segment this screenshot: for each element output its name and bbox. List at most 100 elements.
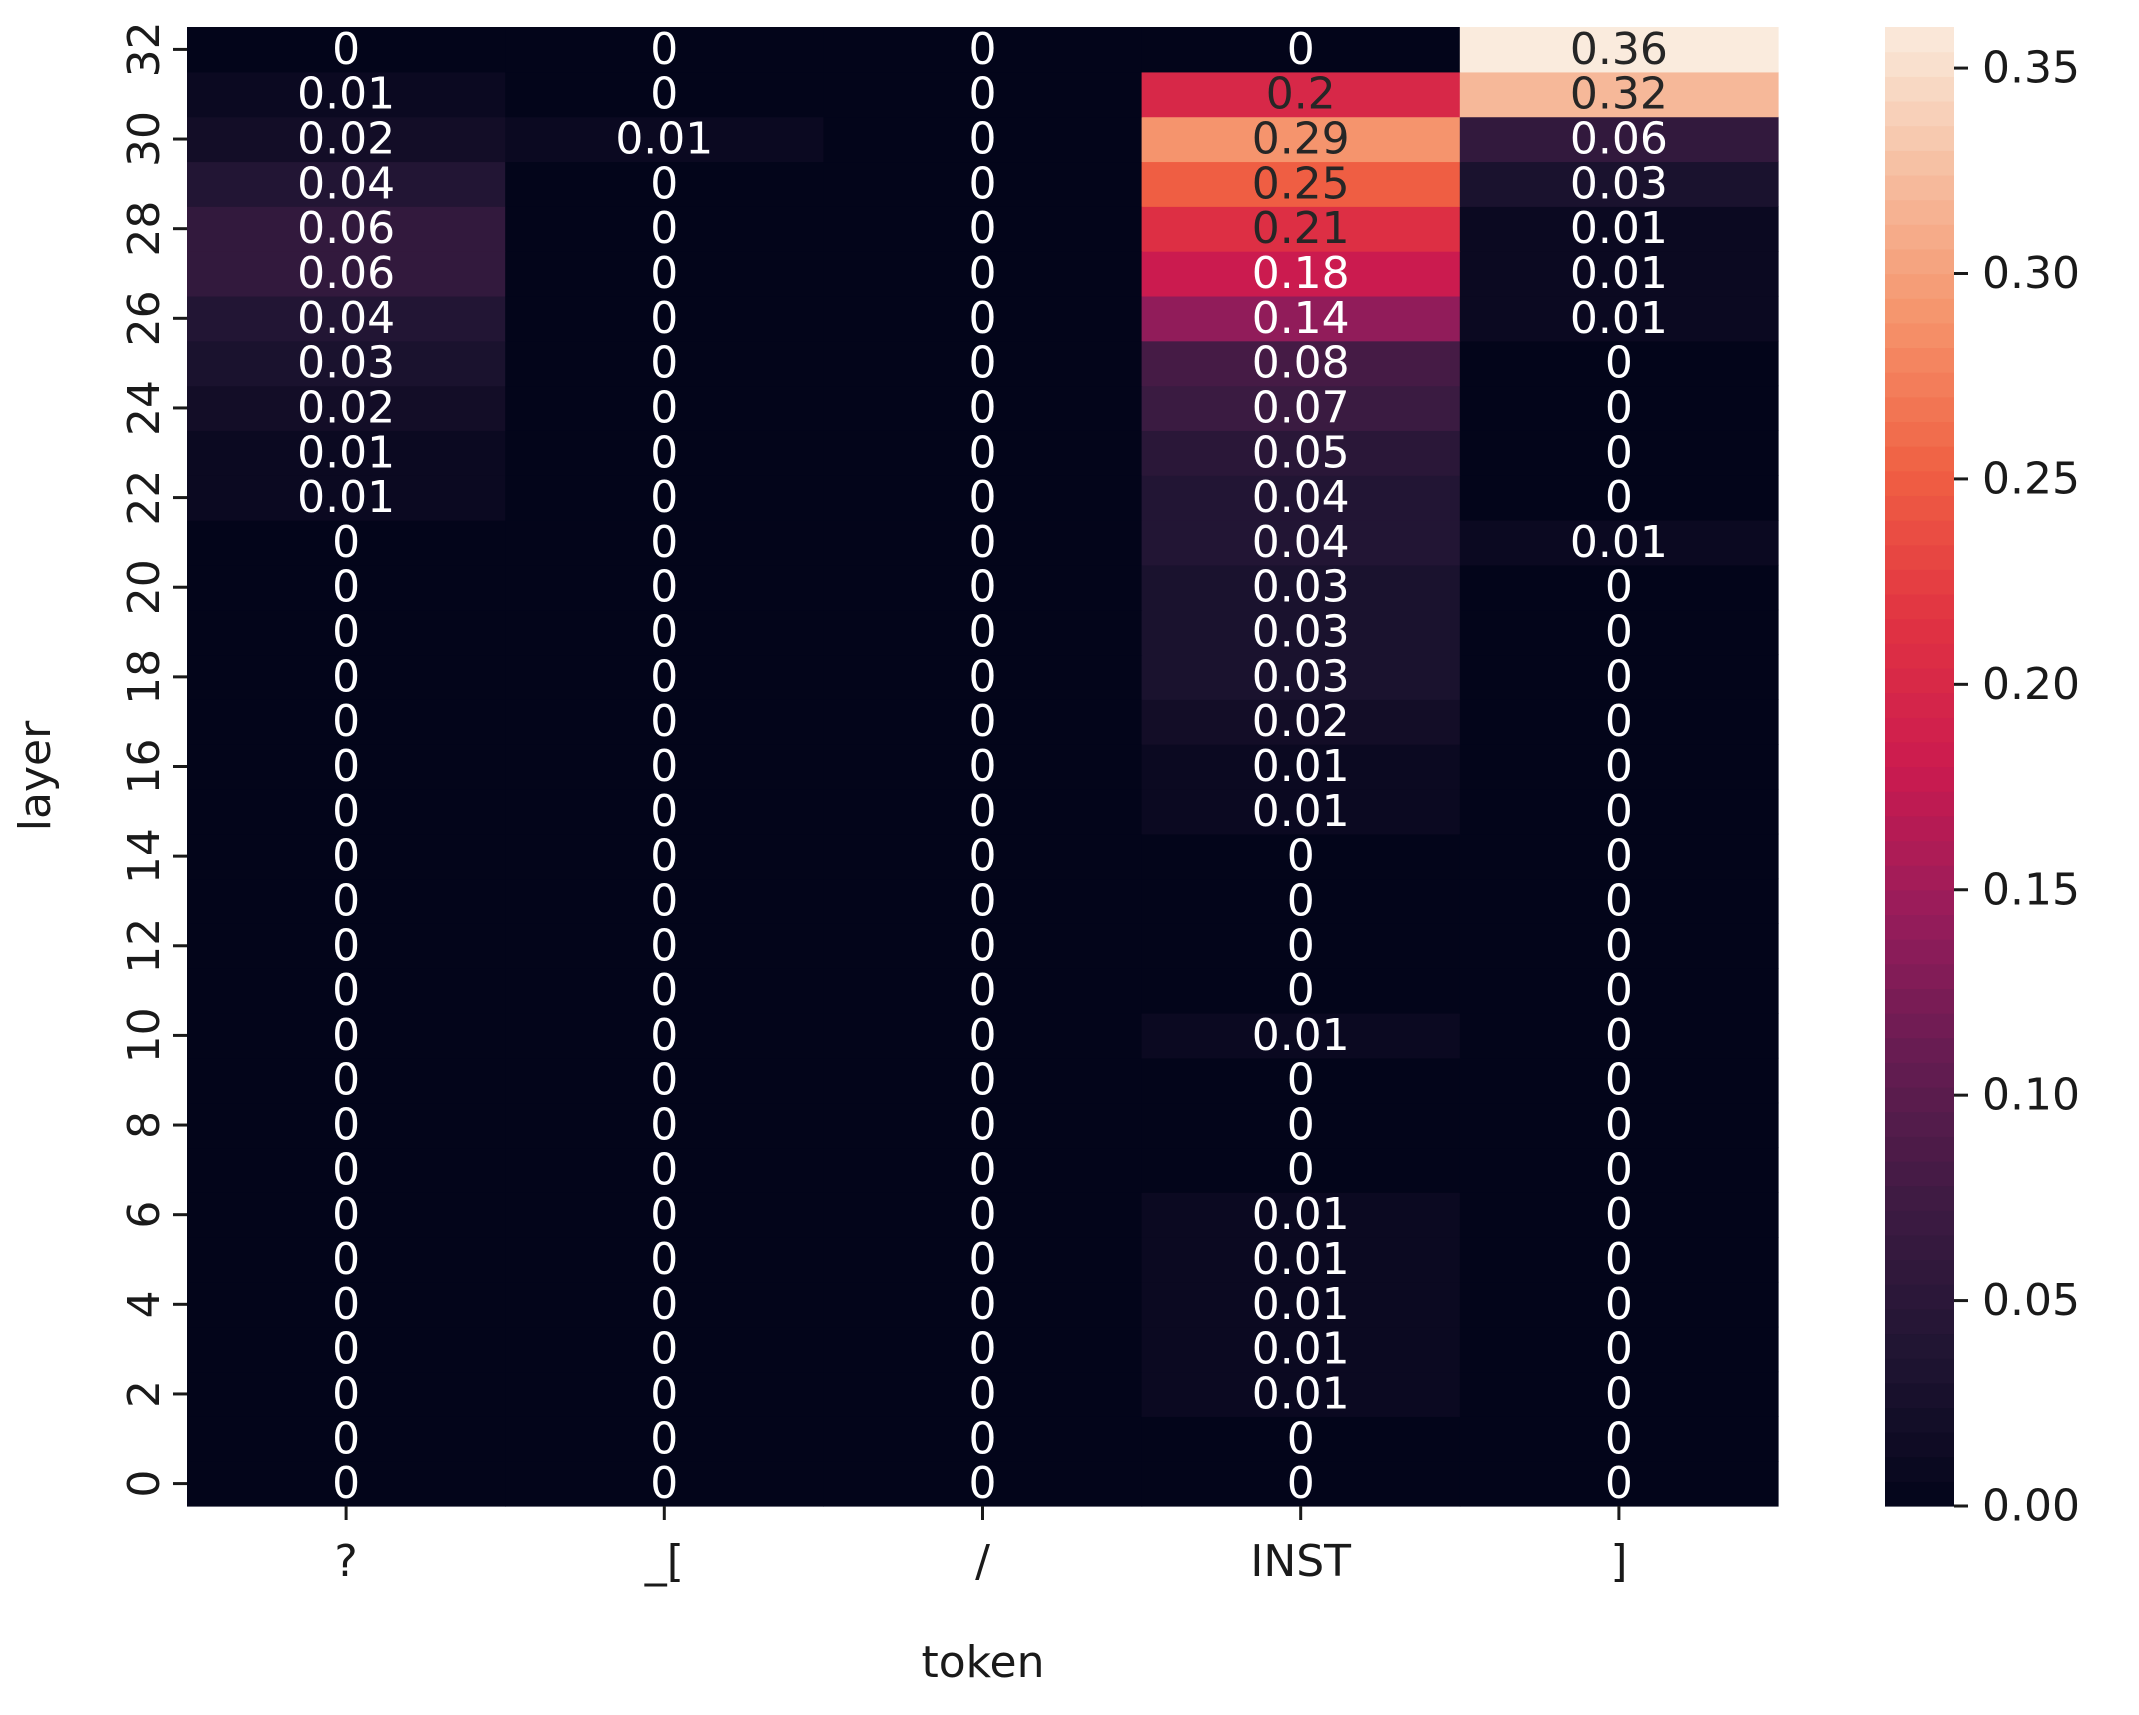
- heatmap-cell: [1459, 251, 1779, 297]
- cell-value-label: 0: [1287, 24, 1315, 75]
- cell-value-label: 0: [969, 607, 997, 658]
- heatmap-cell: [187, 968, 506, 1014]
- cell-value-label: 0: [332, 920, 360, 971]
- cell-value-label: 0: [650, 875, 678, 926]
- heatmap-cell: [1141, 1461, 1461, 1507]
- colorbar-band: [1885, 667, 1954, 694]
- heatmap-cell: [505, 1192, 824, 1238]
- heatmap-cell: [505, 1461, 824, 1507]
- cell-value-label: 0: [1287, 1144, 1315, 1195]
- heatmap-cell: [1459, 744, 1779, 790]
- cell-value-label: 0.03: [1570, 158, 1668, 209]
- heatmap-cell: [187, 161, 506, 207]
- cell-value-label: 0: [650, 1055, 678, 1106]
- cell-value-label: 0: [1287, 1413, 1315, 1464]
- cell-value-label: 0.04: [297, 158, 395, 209]
- heatmap-cell: [505, 788, 824, 835]
- cell-value-label: 0.08: [1252, 338, 1350, 389]
- cell-value-label: 0: [1287, 831, 1315, 882]
- cell-value-label: 0: [1605, 607, 1633, 658]
- cell-value-label: 0: [1605, 1413, 1633, 1464]
- cell-value-label: 0: [1605, 427, 1633, 478]
- cell-value-label: 0: [650, 427, 678, 478]
- heatmap-cell: [1141, 654, 1461, 700]
- cell-value-label: 0.01: [297, 69, 395, 120]
- cell-value-label: 0: [1605, 1055, 1633, 1106]
- heatmap-cell: [823, 475, 1143, 521]
- cell-value-label: 0: [969, 920, 997, 971]
- colorbar-band: [1885, 643, 1954, 669]
- x-tick-label: ?: [334, 1536, 357, 1587]
- cell-value-label: 0: [332, 786, 360, 837]
- heatmap-cell: [187, 340, 506, 387]
- colorbar-band: [1885, 322, 1954, 349]
- cell-value-label: 0: [650, 741, 678, 792]
- cell-value-label: 0: [650, 786, 678, 837]
- cell-value-label: 0.01: [1570, 248, 1668, 299]
- heatmap-cell: [505, 878, 824, 924]
- heatmap-cell: [1459, 968, 1779, 1014]
- cell-value-label: 0: [969, 1413, 997, 1464]
- cell-value-label: 0: [332, 741, 360, 792]
- colorbar: 0.00 0.05 0.10 0.15 0.20 0.25 0.30 0.35: [1885, 27, 2080, 1532]
- heatmap-cell: [823, 699, 1143, 745]
- heatmap-cell: [187, 1237, 506, 1283]
- heatmap-cell: [505, 699, 824, 745]
- heatmap-cell: [1141, 1371, 1461, 1417]
- heatmap-cell: [187, 1147, 506, 1193]
- heatmap-cell: [505, 833, 824, 880]
- heatmap-cell: [187, 71, 506, 118]
- cell-value-label: 0.02: [297, 382, 395, 433]
- cell-value-label: 0: [1605, 562, 1633, 613]
- x-axis: ? _[/ INST]: [334, 1506, 1627, 1587]
- heatmap-cell: [187, 878, 506, 924]
- heatmap-cell: [1459, 116, 1779, 163]
- heatmap-cell: [187, 1192, 506, 1238]
- cell-value-label: 0: [1605, 1458, 1633, 1509]
- heatmap-cell: [823, 520, 1143, 566]
- heatmap-cell: [823, 340, 1143, 387]
- cell-value-label: 0: [650, 965, 678, 1016]
- cell-value-label: 0: [650, 696, 678, 747]
- heatmap-cell: [1141, 1147, 1461, 1193]
- heatmap-cell: [187, 1013, 506, 1059]
- cell-value-label: 0.18: [1252, 248, 1350, 299]
- cell-value-label: 0.01: [1252, 1324, 1350, 1375]
- y-tick-label: 2: [119, 1380, 170, 1408]
- colorbar-tick-label: 0.05: [1982, 1275, 2080, 1326]
- cell-value-label: 0: [650, 1189, 678, 1240]
- cell-value-label: 0: [332, 1413, 360, 1464]
- cell-value-label: 0.02: [1252, 696, 1350, 747]
- cell-value-label: 0.01: [1570, 517, 1668, 568]
- colorbar-band: [1885, 248, 1954, 275]
- heatmap-cell: [823, 1281, 1143, 1328]
- y-tick-label: 10: [119, 1007, 170, 1063]
- heatmap-cell: [187, 295, 506, 342]
- cell-value-label: 0: [332, 517, 360, 568]
- heatmap-cell: [505, 385, 824, 431]
- heatmap-cell: [1459, 430, 1779, 476]
- heatmap-cell: [823, 251, 1143, 297]
- cell-value-label: 0.01: [297, 472, 395, 523]
- cell-value-label: 0: [650, 1234, 678, 1285]
- cell-value-label: 0: [650, 69, 678, 120]
- heatmap-cell: [823, 1013, 1143, 1059]
- y-axis-title: layer: [10, 720, 61, 831]
- heatmap-cell: [505, 71, 824, 118]
- colorbar-band: [1885, 372, 1954, 398]
- cell-value-label: 0: [969, 831, 997, 882]
- cell-value-label: 0: [650, 1010, 678, 1061]
- colorbar-band: [1885, 840, 1954, 866]
- colorbar-tick-label: 0.10: [1982, 1070, 2080, 1121]
- cell-value-label: 0.05: [1252, 427, 1350, 478]
- heatmap-cell: [187, 385, 506, 431]
- heatmap-cell: [1141, 878, 1461, 924]
- cell-value-label: 0: [969, 1324, 997, 1375]
- cell-value-label: 0.06: [297, 203, 395, 254]
- heatmap-cell: [1459, 1371, 1779, 1417]
- cell-value-label: 0: [969, 1279, 997, 1330]
- cell-value-label: 0: [332, 965, 360, 1016]
- colorbar-band: [1885, 1160, 1954, 1187]
- x-axis-title: token: [921, 1637, 1044, 1688]
- heatmap-cell: [1459, 788, 1779, 835]
